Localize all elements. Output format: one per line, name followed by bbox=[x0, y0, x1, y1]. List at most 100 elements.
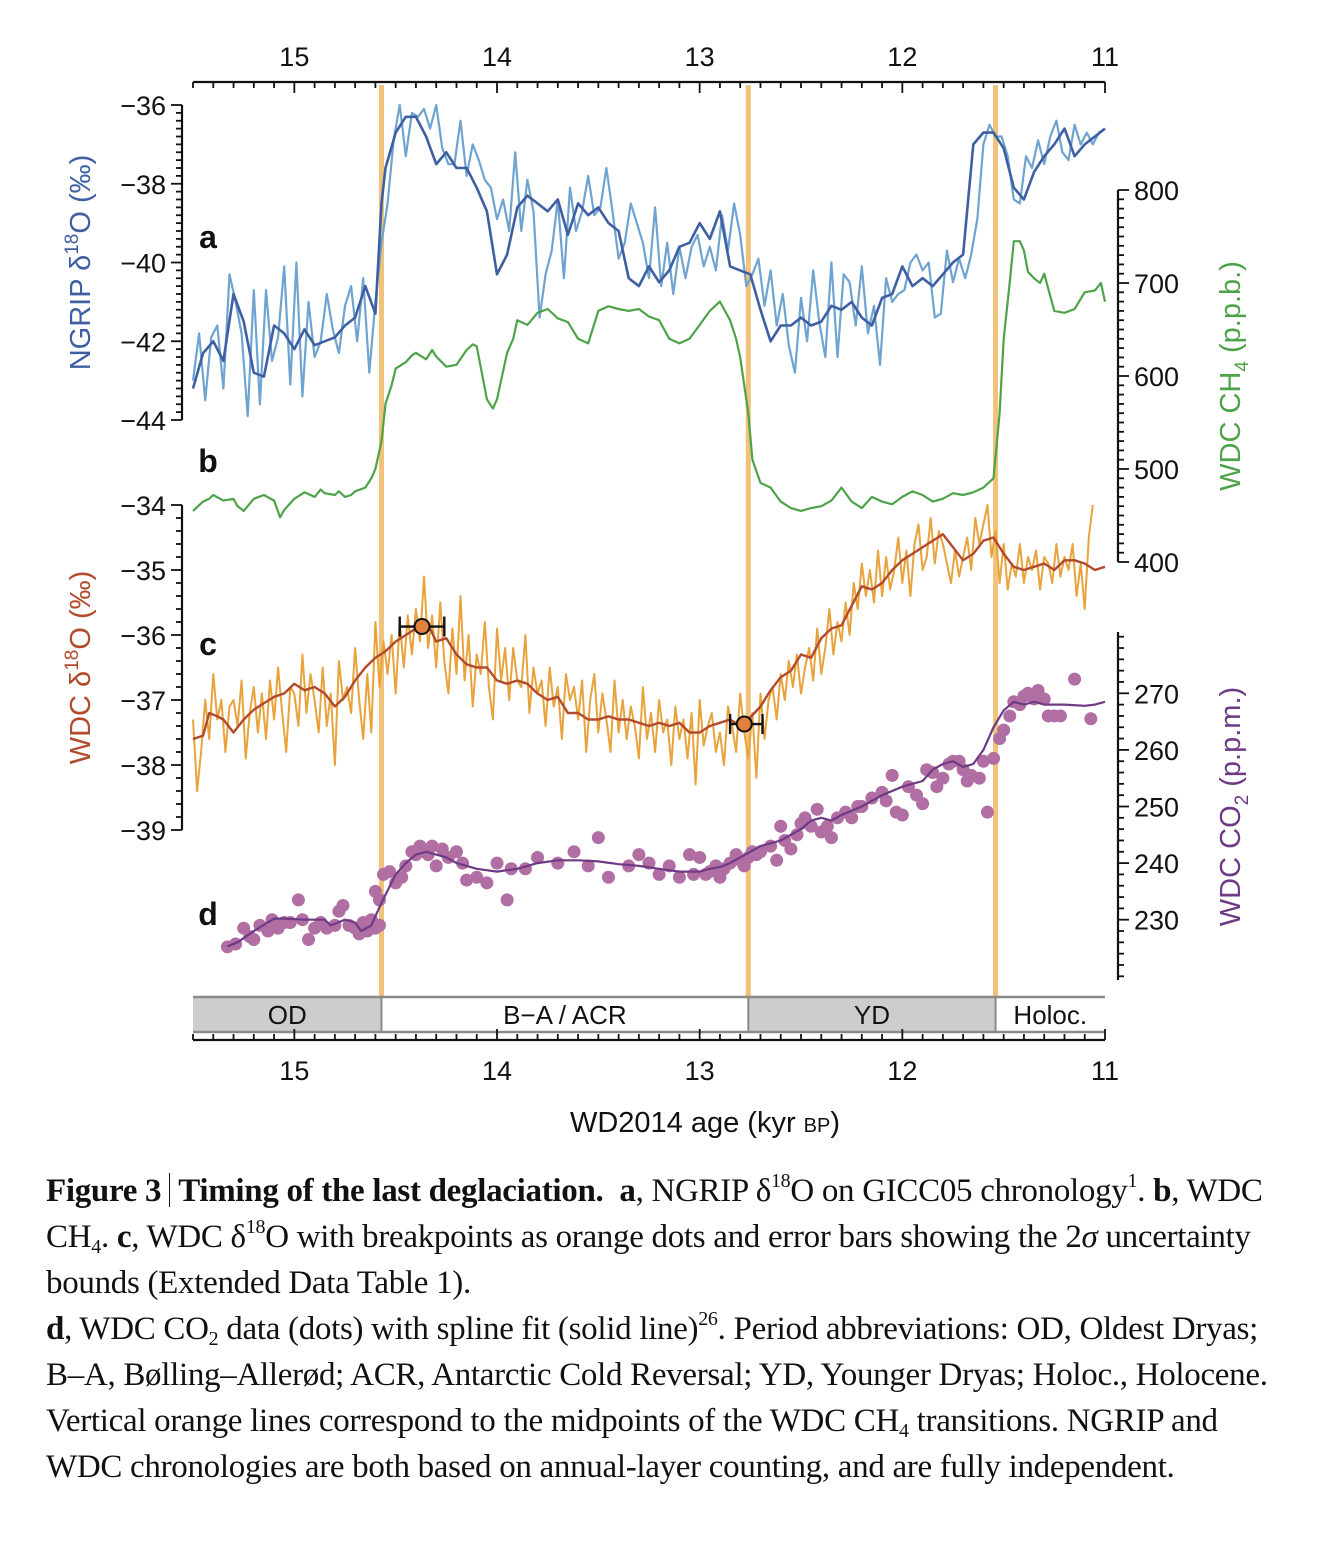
x-tick-label: 15 bbox=[279, 1056, 309, 1086]
ngrip-raw-line bbox=[191, 103, 1106, 418]
panel-label-b: b bbox=[198, 443, 218, 479]
co2-data-dot bbox=[879, 794, 893, 808]
co2-data-dot bbox=[885, 768, 899, 782]
co2-data-dot bbox=[845, 811, 859, 825]
co2-data-dot bbox=[395, 870, 409, 884]
y-tick-label: 260 bbox=[1134, 736, 1179, 766]
co2-data-dot bbox=[480, 876, 494, 890]
caption-separator bbox=[169, 1173, 171, 1207]
y-tick-label: 400 bbox=[1134, 548, 1179, 578]
y-axis-title: WDC CO2 (p.p.m.) bbox=[1215, 687, 1253, 926]
caption-text: . bbox=[100, 1219, 117, 1255]
period-label: B−A / ACR bbox=[503, 1000, 627, 1030]
co2-data-dot bbox=[824, 831, 838, 845]
caption-panel-a-label: a bbox=[619, 1173, 636, 1209]
y-tick-label: −38 bbox=[120, 751, 166, 781]
co2-data-dot bbox=[916, 797, 930, 811]
co2-data-dot bbox=[784, 842, 798, 856]
period-label: Holoc. bbox=[1013, 1000, 1087, 1030]
co2-data-dot bbox=[460, 873, 474, 887]
x-tick-label: 15 bbox=[279, 42, 309, 72]
co2-data-dot bbox=[683, 848, 697, 862]
y-tick-label: −38 bbox=[120, 170, 166, 200]
caption-text: . bbox=[1137, 1173, 1154, 1209]
panel-d-wdc-co2: 270 260 250 240 230 WDC CO2 (p.p.m.) d bbox=[198, 632, 1253, 980]
caption-sigma: σ bbox=[1081, 1219, 1098, 1255]
co2-data-dot bbox=[790, 828, 804, 842]
y-tick-label: −35 bbox=[120, 556, 166, 586]
caption-reference: 1 bbox=[1127, 1170, 1138, 1192]
co2-data-dot bbox=[770, 853, 784, 867]
period-yd bbox=[748, 997, 996, 1032]
co2-data-dot bbox=[247, 933, 261, 947]
y-tick-label: −36 bbox=[120, 621, 166, 651]
period-holoc- bbox=[995, 997, 1105, 1032]
y-tick-label: −34 bbox=[120, 491, 166, 521]
co2-spline-line bbox=[227, 700, 1106, 948]
co2-data-dot bbox=[429, 859, 443, 873]
wdc-d18o-smoothed-line bbox=[192, 533, 1106, 741]
y-tick-label: −40 bbox=[120, 249, 166, 279]
ch4-line bbox=[192, 240, 1107, 519]
figure-3-chart: 15 14 13 12 11 −36 −38 −40 −42 −44 NGRIP δ18O (‰)… bbox=[62, 42, 1253, 1139]
x-tick-label: 11 bbox=[1091, 1056, 1119, 1086]
y-tick-label: −39 bbox=[120, 816, 166, 846]
co2-data-dot bbox=[372, 918, 386, 932]
caption-sub: 2 bbox=[208, 1328, 219, 1350]
caption-text: , WDC CH bbox=[46, 1173, 1263, 1255]
period-label: YD bbox=[854, 1000, 890, 1030]
co2-data-dot bbox=[820, 819, 834, 833]
co2-data-dot bbox=[980, 805, 994, 819]
co2-data-dot bbox=[632, 848, 646, 862]
caption-title: Timing of the last deglaciation. bbox=[178, 1173, 604, 1209]
co2-data-dot bbox=[591, 831, 605, 845]
figure-caption: Figure 3 Timing of the last deglaciation.… bbox=[46, 1168, 1286, 1490]
panel-label-c: c bbox=[199, 626, 217, 662]
co2-data-dot bbox=[926, 766, 940, 780]
x-tick-label: 14 bbox=[482, 42, 512, 72]
co2-data-dot bbox=[687, 867, 701, 881]
y-tick-label: −37 bbox=[120, 686, 166, 716]
co2-data-dot bbox=[567, 845, 581, 859]
period-b-a-acr bbox=[381, 997, 749, 1032]
co2-data-dot bbox=[383, 865, 397, 879]
y-tick-label: 240 bbox=[1134, 849, 1179, 879]
co2-data-dot bbox=[652, 867, 666, 881]
period-od bbox=[193, 997, 382, 1032]
x-tick-label: 11 bbox=[1091, 42, 1119, 72]
co2-data-dot bbox=[895, 808, 909, 822]
co2-data-dot bbox=[1037, 692, 1051, 706]
breakpoint-1 bbox=[398, 616, 446, 637]
co2-data-dot bbox=[987, 751, 1001, 765]
co2-data-dot bbox=[936, 771, 950, 785]
co2-data-dot bbox=[693, 850, 707, 864]
co2-data-dot bbox=[470, 870, 484, 884]
co2-data-dot bbox=[399, 859, 413, 873]
breakpoint-dot bbox=[413, 618, 431, 636]
co2-data-dot bbox=[976, 754, 990, 768]
breakpoint-2 bbox=[728, 714, 764, 735]
x-tick-label: 12 bbox=[887, 42, 917, 72]
co2-data-dot bbox=[372, 893, 386, 907]
caption-text: data (dots) with spline fit (solid line) bbox=[218, 1311, 699, 1347]
y-tick-label: −44 bbox=[120, 406, 166, 436]
y-tick-label: 700 bbox=[1134, 269, 1179, 299]
x-tick-label: 13 bbox=[685, 42, 715, 72]
co2-data-dot bbox=[865, 791, 879, 805]
period-bar: OD B−A / ACR YD Holoc. bbox=[193, 995, 1105, 1034]
co2-data-dot bbox=[490, 856, 504, 870]
y-axis-title: WDC δ18O (‰) bbox=[62, 571, 97, 765]
caption-text: , NGRIP δ bbox=[635, 1173, 772, 1209]
caption-text: , WDC δ bbox=[131, 1219, 246, 1255]
caption-panel-b-label: b bbox=[1153, 1173, 1172, 1209]
co2-data-dot bbox=[672, 870, 686, 884]
co2-data-dot bbox=[997, 723, 1011, 737]
caption-sub: 4 bbox=[91, 1236, 101, 1258]
y-tick-label: 500 bbox=[1134, 455, 1179, 485]
bottom-x-axis: 15 14 13 12 11 bbox=[192, 1029, 1119, 1086]
co2-data-dot bbox=[601, 870, 615, 884]
caption-reference: 26 bbox=[698, 1308, 718, 1330]
caption-panel-c-label: c bbox=[116, 1219, 132, 1255]
caption-text: . Period abbreviations: OD, Oldest Dryas… bbox=[46, 1311, 1268, 1439]
co2-data-dot bbox=[774, 819, 788, 833]
